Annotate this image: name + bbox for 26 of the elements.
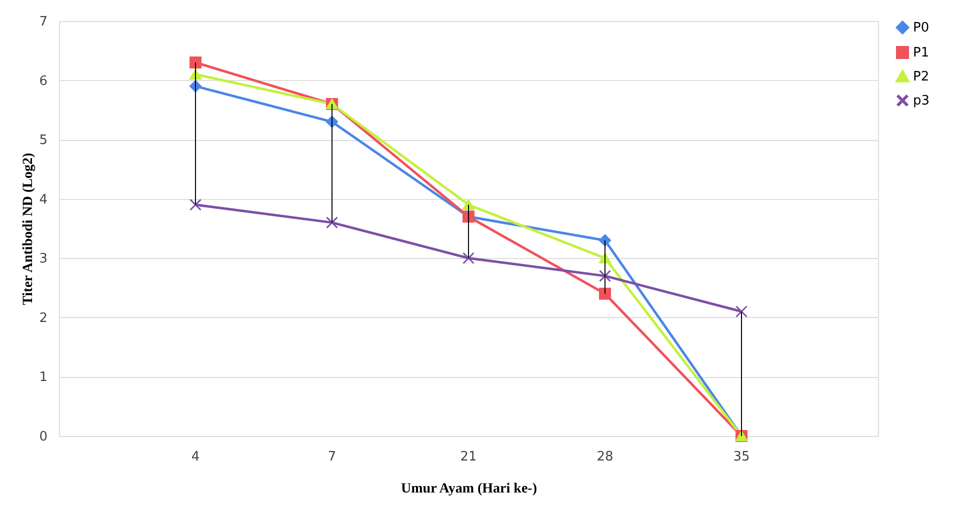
- y-axis-title: Titer Antibodi ND (Log2): [21, 152, 36, 306]
- point: [190, 56, 202, 68]
- y-tick-label: 7: [39, 14, 48, 30]
- point: [462, 252, 474, 264]
- point: [599, 288, 611, 300]
- y-tick-label: 3: [39, 252, 48, 267]
- x-tick-label: 35: [733, 450, 750, 464]
- y-tick-label: 2: [39, 310, 48, 326]
- point: [190, 198, 202, 211]
- y-tick-label: 0: [39, 430, 48, 444]
- point: [326, 216, 338, 229]
- y-tick-label: 5: [39, 133, 48, 148]
- x-tick-label: 4: [191, 450, 200, 464]
- y-tick-label: 1: [39, 370, 48, 386]
- point: [599, 270, 611, 282]
- x-tick-label: 7: [328, 450, 336, 464]
- legend-label: P1: [913, 46, 930, 60]
- legend-label: P2: [913, 70, 930, 84]
- legend-label: P0: [913, 20, 930, 36]
- legend-label: p3: [913, 94, 930, 108]
- y-tick-label: 6: [39, 74, 48, 89]
- x-tick-label: 28: [596, 450, 614, 464]
- x-tick-label: 21: [460, 450, 477, 464]
- x-axis-title: Umur Ayam (Hari ke-): [401, 482, 538, 496]
- y-tick-label: 4: [39, 192, 48, 208]
- point: [736, 306, 748, 318]
